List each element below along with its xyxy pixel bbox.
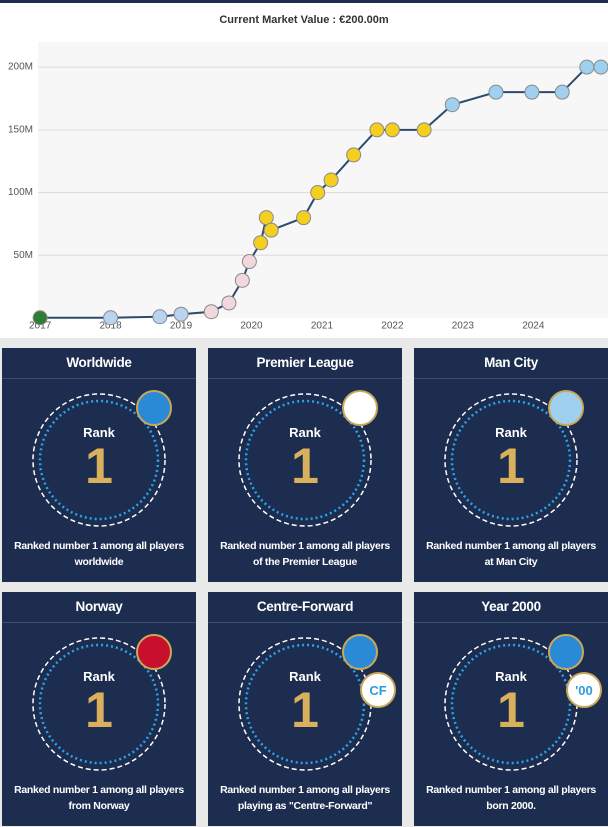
club-marker — [103, 310, 119, 326]
x-tick-label: 2023 — [452, 321, 475, 332]
card-description: Ranked number 1 among all players born 2… — [426, 784, 596, 812]
club-marker — [253, 235, 269, 251]
club-marker — [263, 222, 279, 238]
rank-value: 1 — [85, 682, 113, 738]
outer-ring — [444, 393, 578, 527]
x-tick-label: 2022 — [381, 321, 404, 332]
inner-ring — [244, 399, 366, 521]
card-title: Year 2000 — [414, 592, 608, 623]
inner-ring — [450, 399, 572, 521]
chart: Current Market Value : €200.00m 50M 100M 1… — [8, 14, 608, 332]
card-description: Ranked number 1 among all players worldw… — [14, 540, 184, 568]
club-marker — [310, 185, 326, 201]
rank-label: Rank — [289, 425, 322, 440]
rank-label: Rank — [495, 669, 528, 684]
outer-ring — [32, 393, 166, 527]
card-description: Ranked number 1 among all players from N… — [14, 784, 184, 812]
club-marker — [173, 306, 189, 322]
club-marker — [346, 147, 362, 163]
x-tick-label: 2020 — [240, 321, 263, 332]
badge — [548, 634, 584, 670]
rank-value: 1 — [497, 438, 525, 494]
card-description: Ranked number 1 among all players playin… — [220, 784, 390, 812]
inner-ring — [38, 643, 160, 765]
club-marker — [554, 84, 570, 100]
tag-badge — [566, 672, 602, 708]
card-title: Man City — [414, 348, 608, 379]
rank-card: Man City Rank 1 Ranked number 1 among all p… — [414, 348, 608, 582]
top-bar — [0, 0, 608, 3]
club-marker — [369, 122, 385, 138]
club-marker — [416, 122, 432, 138]
rank-value: 1 — [291, 682, 319, 738]
inner-ring — [450, 643, 572, 765]
outer-ring — [238, 393, 372, 527]
club-marker — [221, 295, 237, 311]
badge — [548, 390, 584, 426]
club-marker — [241, 254, 257, 270]
y-tick-label: 100M — [8, 187, 33, 198]
inner-ring — [244, 643, 366, 765]
chart-title: Current Market Value : €200.00m — [219, 14, 389, 26]
x-tick-label: 2019 — [170, 321, 193, 332]
x-tick-label: 2017 — [29, 321, 52, 332]
tag-text: '00 — [575, 683, 593, 698]
rank-value: 1 — [497, 682, 525, 738]
badge — [342, 634, 378, 670]
badge — [136, 634, 172, 670]
club-marker — [444, 97, 460, 113]
club-marker — [524, 84, 540, 100]
tag-badge — [360, 672, 396, 708]
card-title: Centre-Forward — [208, 592, 402, 623]
rank-label: Rank — [289, 669, 322, 684]
rank-card: Worldwide Rank 1 Ranked number 1 among all … — [2, 348, 196, 582]
club-marker — [384, 122, 400, 138]
x-tick-label: 2024 — [522, 321, 545, 332]
rank-label: Rank — [83, 669, 116, 684]
rank-value: 1 — [291, 438, 319, 494]
card-title: Premier League — [208, 348, 402, 379]
badge — [342, 390, 378, 426]
rank-value: 1 — [85, 438, 113, 494]
rank-label: Rank — [83, 425, 116, 440]
club-marker — [488, 84, 504, 100]
card-title: Norway — [2, 592, 196, 623]
rank-card: Norway Rank 1 Ranked number 1 among all pla… — [2, 592, 196, 826]
club-marker — [32, 310, 48, 326]
inner-ring — [38, 399, 160, 521]
chart-panel: Current Market Value : €200.00m 50M 100M 1… — [0, 0, 608, 338]
card-description: Ranked number 1 among all players of the… — [220, 540, 390, 568]
club-marker — [593, 59, 608, 75]
club-marker — [152, 309, 168, 325]
rank-card: Premier League Rank 1 Ranked number 1 among… — [208, 348, 402, 582]
card-title: Worldwide — [2, 348, 196, 379]
x-tick-label: 2018 — [99, 321, 122, 332]
badge — [136, 390, 172, 426]
rank-card: Centre-Forward Rank 1 CF Ranked number 1 amo… — [208, 592, 402, 826]
y-tick-label: 50M — [14, 250, 33, 261]
tag-text: CF — [369, 683, 386, 698]
y-tick-label: 150M — [8, 124, 33, 135]
club-marker — [323, 172, 339, 188]
club-marker — [234, 272, 250, 288]
club-marker — [258, 210, 274, 226]
plot-area — [38, 42, 608, 318]
x-tick-label: 2021 — [311, 321, 334, 332]
club-marker — [579, 59, 595, 75]
club-marker — [296, 210, 312, 226]
card-description: Ranked number 1 among all players at Man… — [426, 540, 596, 568]
club-marker — [203, 304, 219, 320]
outer-ring — [32, 637, 166, 771]
y-tick-label: 200M — [8, 62, 33, 73]
rank-card: Year 2000 Rank 1 '00 Ranked number 1 among a… — [414, 592, 608, 826]
rank-label: Rank — [495, 425, 528, 440]
